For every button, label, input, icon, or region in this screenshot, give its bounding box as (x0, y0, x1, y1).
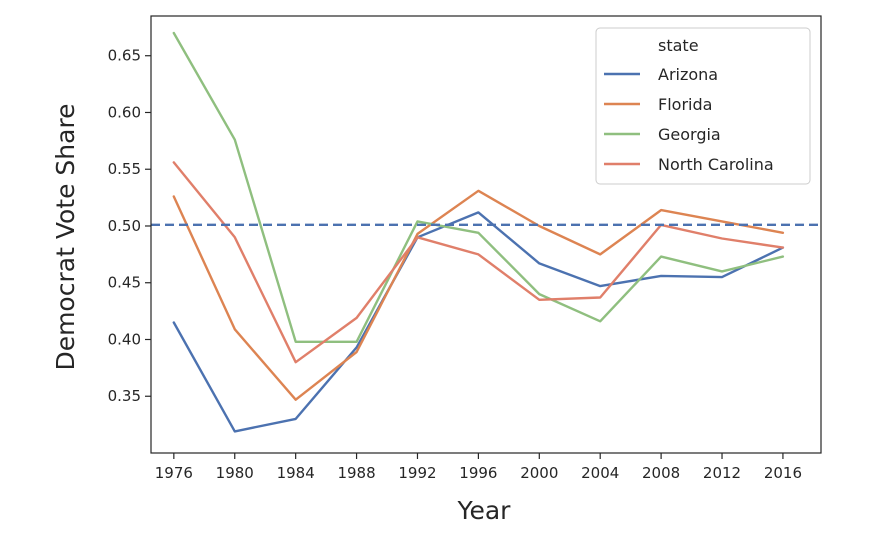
plot-area-frame (150, 15, 822, 454)
series-line-north-carolina (172, 161, 785, 364)
series-line-georgia (172, 31, 785, 343)
x-tick-label: 1984 (277, 464, 315, 482)
x-tick-label: 1996 (459, 464, 497, 482)
legend-label: Arizona (658, 65, 718, 84)
y-tick-label: 0.50 (108, 217, 141, 235)
y-axis-title: Democrat Vote Share (51, 103, 80, 370)
legend-items: Arizona Florida Georgia North Carolina (604, 65, 774, 174)
x-axis-ticks: 1976 1980 1984 1988 1992 1996 2000 2004 2008 2012… (155, 453, 802, 482)
series-lines (172, 31, 785, 433)
series-line-arizona (172, 211, 785, 433)
legend-label: Georgia (658, 125, 721, 144)
x-tick-label: 1988 (337, 464, 375, 482)
y-tick-label: 0.65 (108, 47, 141, 65)
y-tick-label: 0.60 (108, 103, 141, 121)
y-axis-ticks: 0.35 0.40 0.45 0.50 0.55 0.60 0.65 (108, 47, 151, 405)
legend-title: state (658, 36, 699, 55)
legend-label: Florida (658, 95, 712, 114)
legend-label: North Carolina (658, 155, 774, 174)
x-tick-label: 1980 (216, 464, 254, 482)
y-tick-label: 0.40 (108, 330, 141, 348)
y-tick-label: 0.35 (108, 387, 141, 405)
x-axis-title: Year (457, 496, 512, 525)
legend: state Arizona Florida Georgia North Carolin… (595, 27, 811, 185)
x-tick-label: 2012 (703, 464, 741, 482)
x-tick-label: 1976 (155, 464, 193, 482)
x-tick-label: 2008 (642, 464, 680, 482)
series-line-florida (172, 189, 785, 401)
x-tick-label: 2000 (520, 464, 558, 482)
x-tick-label: 2016 (764, 464, 802, 482)
y-tick-label: 0.45 (108, 274, 141, 292)
legend-box (595, 27, 811, 185)
x-tick-label: 1992 (398, 464, 436, 482)
x-tick-label: 2004 (581, 464, 619, 482)
y-tick-label: 0.55 (108, 160, 141, 178)
